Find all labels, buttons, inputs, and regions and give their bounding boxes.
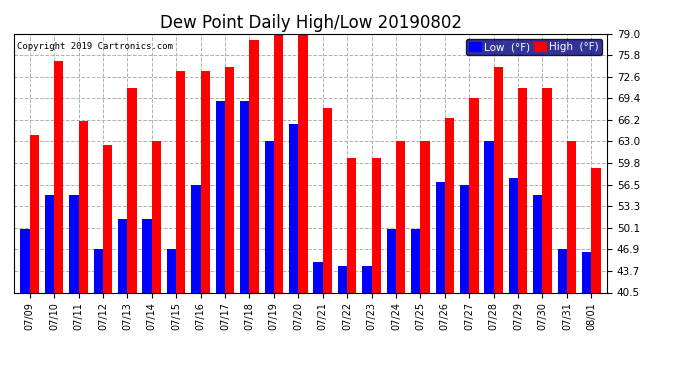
Bar <box>469 98 478 292</box>
Text: Copyright 2019 Cartronics.com: Copyright 2019 Cartronics.com <box>17 42 172 51</box>
Bar <box>30 135 39 292</box>
Bar <box>347 158 357 292</box>
Bar <box>103 145 112 292</box>
Bar <box>493 68 503 292</box>
Bar <box>460 185 469 292</box>
Bar <box>445 118 454 292</box>
Bar <box>167 249 176 292</box>
Bar <box>518 87 527 292</box>
Bar <box>143 219 152 292</box>
Bar <box>69 195 79 292</box>
Bar <box>313 262 323 292</box>
Bar <box>509 178 518 292</box>
Bar <box>558 249 567 292</box>
Bar <box>298 34 308 292</box>
Bar <box>264 141 274 292</box>
Legend: Low  (°F), High  (°F): Low (°F), High (°F) <box>466 39 602 55</box>
Bar <box>54 61 63 292</box>
Bar <box>216 101 225 292</box>
Bar <box>435 182 445 292</box>
Bar <box>591 168 600 292</box>
Bar <box>225 68 235 292</box>
Bar <box>94 249 103 292</box>
Bar <box>542 87 552 292</box>
Bar <box>118 219 128 292</box>
Bar <box>250 40 259 292</box>
Bar <box>362 266 371 292</box>
Bar <box>411 229 420 292</box>
Bar <box>274 34 283 292</box>
Bar <box>191 185 201 292</box>
Bar <box>79 121 88 292</box>
Bar <box>582 252 591 292</box>
Bar <box>289 124 298 292</box>
Bar <box>152 141 161 292</box>
Bar <box>386 229 396 292</box>
Bar <box>176 71 186 292</box>
Bar <box>201 71 210 292</box>
Bar <box>420 141 430 292</box>
Bar <box>323 108 332 292</box>
Title: Dew Point Daily High/Low 20190802: Dew Point Daily High/Low 20190802 <box>159 14 462 32</box>
Bar <box>484 141 493 292</box>
Bar <box>21 229 30 292</box>
Bar <box>338 266 347 292</box>
Bar <box>128 87 137 292</box>
Bar <box>240 101 250 292</box>
Bar <box>396 141 405 292</box>
Bar <box>567 141 576 292</box>
Bar <box>45 195 54 292</box>
Bar <box>371 158 381 292</box>
Bar <box>533 195 542 292</box>
